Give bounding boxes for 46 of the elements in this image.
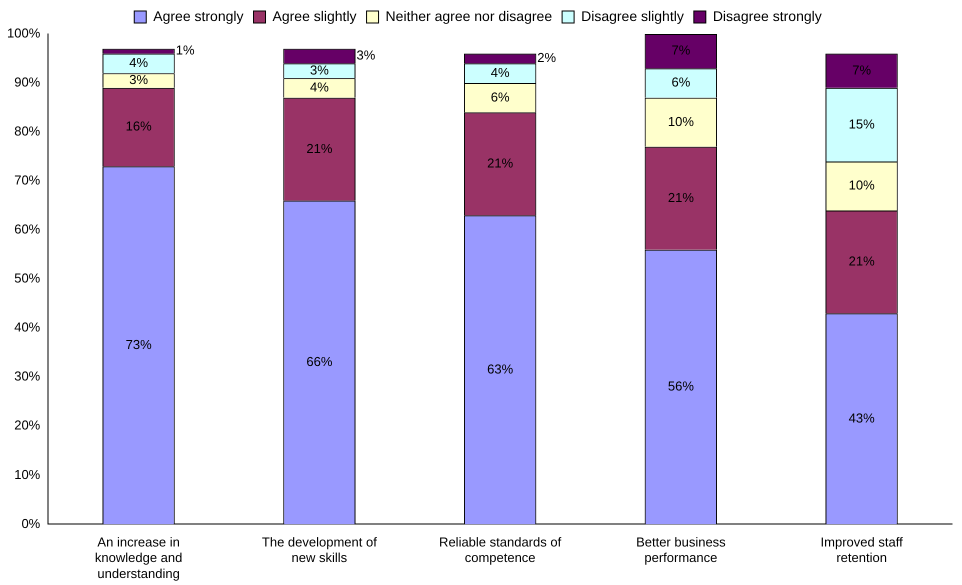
data-label: 4% [490,64,510,80]
data-label: 6% [490,89,510,104]
y-tick-label: 80% [14,124,41,139]
data-label: 21% [487,155,514,170]
data-label: 21% [306,140,333,156]
y-tick-label: 10% [14,466,41,482]
y-tick-label: 70% [14,172,41,188]
data-label: 2% [537,50,557,66]
data-label: 21% [848,254,876,269]
data-label: 3% [356,48,376,63]
y-tick-label: 0% [21,516,41,531]
y-tick-label: 40% [14,320,41,335]
data-label: 4% [129,54,148,70]
data-label: 43% [848,410,876,426]
data-label: 63% [487,361,514,376]
data-label: 1% [176,42,196,58]
legend-label: Neither agree nor disagree [386,8,552,24]
data-label: 21% [668,190,694,205]
x-tick-label: Improved staff retention [820,534,904,566]
data-label: 16% [126,118,152,134]
data-label: 3% [129,72,148,88]
data-label: 73% [126,336,152,352]
data-label: 66% [306,354,333,370]
data-label: 7% [671,42,691,58]
data-label: 7% [852,62,872,78]
data-label: 3% [310,62,330,78]
y-tick-label: 20% [14,418,41,433]
data-label: 6% [671,74,691,90]
y-tick-label: 50% [14,270,41,286]
x-tick-label: The development of new skills [262,534,378,566]
x-tick-label: An increase in knowledge and understanding [94,534,182,581]
data-label: 10% [668,114,694,129]
legend-label: Disagree strongly [712,8,822,24]
y-tick-label: 90% [14,74,41,90]
x-tick-label: Reliable standards of competence [439,534,562,566]
y-tick-label: 100% [7,26,41,41]
x-tick-label: Better business performance [636,534,726,566]
legend-label: Agree slightly [272,8,357,24]
y-tick-label: 30% [14,368,41,384]
data-label: 56% [668,378,694,394]
data-label: 4% [310,80,330,94]
legend-label: Disagree slightly [581,8,684,24]
data-label: 10% [848,178,876,193]
data-label: 15% [848,116,876,132]
legend-label: Agree strongly [153,8,244,24]
y-tick-label: 60% [14,222,41,237]
